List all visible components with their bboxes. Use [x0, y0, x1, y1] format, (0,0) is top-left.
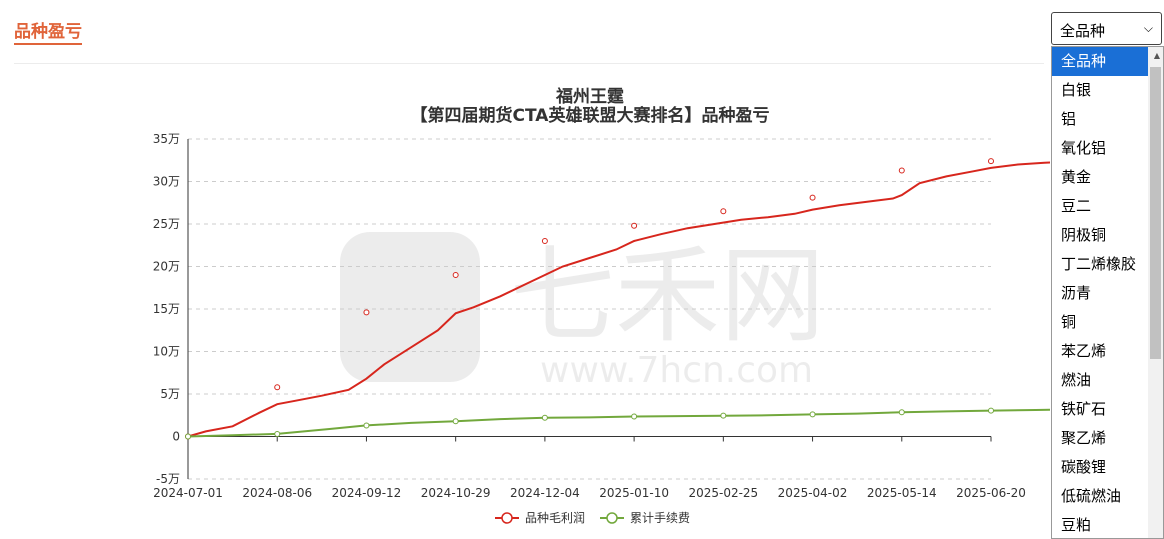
dropdown-option[interactable]: 碳酸锂 [1061, 458, 1107, 476]
x-tick-label: 2024-08-06 [242, 486, 312, 500]
series-point [363, 422, 370, 429]
dropdown-option[interactable]: 铝 [1061, 110, 1077, 128]
series-point [631, 413, 638, 420]
x-tick-label: 2024-10-29 [421, 486, 491, 500]
dropdown-option[interactable]: 铁矿石 [1061, 400, 1107, 418]
dropdown-scrollbar[interactable]: ▲ [1148, 47, 1163, 538]
y-tick-label: 0 [172, 430, 180, 444]
series-point [274, 384, 281, 391]
series-point [720, 208, 727, 215]
x-tick-label: 2025-04-02 [778, 486, 848, 500]
series-point [452, 272, 459, 278]
series-point [452, 418, 459, 425]
x-tick-label: 2025-01-10 [599, 486, 669, 500]
x-tick-label: 2024-12-04 [510, 486, 580, 500]
y-tick-label: -5万 [156, 472, 180, 486]
section-title[interactable]: 品种盈亏 [14, 22, 82, 45]
chevron-down-icon: ⌵ [1143, 21, 1153, 35]
chart-title: 福州王霆 [556, 87, 624, 107]
legend-swatch-marker [501, 512, 513, 524]
dropdown-option[interactable]: 氧化铝 [1061, 139, 1107, 157]
dropdown-option[interactable]: 豆二 [1061, 197, 1092, 215]
legend-swatch-marker [606, 512, 618, 524]
series-line-1 [187, 161, 1050, 438]
series-point [809, 194, 816, 201]
series-point [988, 158, 994, 165]
dropdown-option[interactable]: 苯乙烯 [1061, 342, 1107, 360]
y-tick-label: 10万 [153, 345, 180, 359]
series-point [541, 238, 548, 244]
series-point [541, 414, 548, 421]
dropdown-scroll-thumb[interactable] [1150, 67, 1161, 359]
series-point [988, 407, 994, 414]
dropdown-option[interactable]: 沥青 [1061, 284, 1092, 302]
dropdown-option[interactable]: 豆粕 [1061, 516, 1092, 534]
y-tick-label: 15万 [153, 302, 180, 316]
series-point [274, 430, 281, 437]
series-point [898, 167, 905, 174]
series-point [185, 433, 191, 440]
y-tick-label: 5万 [160, 387, 180, 401]
y-tick-label: 30万 [153, 175, 180, 189]
x-tick-label: 2024-07-01 [153, 486, 223, 500]
dropdown-option[interactable]: 丁二烯橡胶 [1061, 255, 1137, 273]
dropdown-option[interactable]: 燃油 [1061, 371, 1092, 389]
variety-dropdown-list[interactable]: 全品种白银铝氧化铝黄金豆二阴极铜丁二烯橡胶沥青铜苯乙烯燃油铁矿石聚乙烯碳酸锂低硫… [1051, 46, 1164, 539]
dropdown-option[interactable]: 黄金 [1061, 168, 1092, 186]
x-tick-label: 2024-09-12 [332, 486, 402, 500]
series-point [898, 409, 905, 416]
variety-select-value: 全品种 [1060, 22, 1106, 40]
series-point [809, 411, 816, 418]
scroll-up-icon[interactable]: ▲ [1153, 51, 1160, 60]
y-tick-label: 25万 [153, 217, 180, 231]
y-tick-label: 20万 [153, 260, 180, 274]
series-point [363, 309, 370, 316]
dropdown-option[interactable]: 低硫燃油 [1061, 487, 1122, 505]
series-point [631, 222, 638, 229]
x-tick-label: 2025-06-20 [956, 486, 1026, 500]
legend-label: 累计手续费 [630, 511, 690, 525]
chart-subtitle: 【第四届期货CTA英雄联盟大赛排名】品种盈亏 [410, 106, 770, 126]
x-tick-label: 2025-05-14 [867, 486, 937, 500]
series-point [720, 412, 727, 419]
dropdown-option[interactable]: 铜 [1061, 313, 1077, 331]
dropdown-option[interactable]: 白银 [1061, 81, 1092, 99]
dropdown-option[interactable]: 阴极铜 [1061, 226, 1107, 244]
x-tick-label: 2025-02-25 [688, 486, 758, 500]
variety-select[interactable]: 全品种 ⌵ [1051, 12, 1162, 45]
header-divider [14, 63, 1044, 64]
dropdown-option[interactable]: 全品种 [1052, 47, 1148, 76]
y-tick-label: 35万 [153, 132, 180, 146]
dropdown-option[interactable]: 聚乙烯 [1061, 429, 1107, 447]
series-line-2 [187, 408, 1050, 438]
legend-label: 品种毛利润 [525, 511, 585, 525]
